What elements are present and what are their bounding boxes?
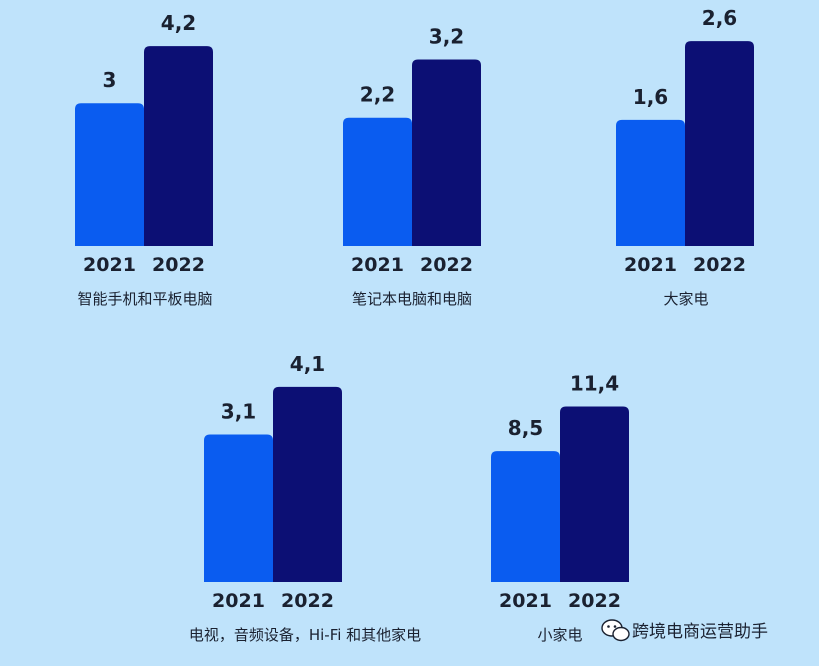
year-tick-label: 2022 (281, 590, 334, 612)
category-label: 智能手机和平板电脑 (77, 290, 212, 308)
bar-2022 (560, 406, 629, 582)
year-tick-label: 2021 (351, 254, 404, 276)
year-tick-label: 2022 (152, 254, 205, 276)
bar-2022 (273, 386, 342, 582)
chart-2: 2,2 2021 3,2 2022 笔记本电脑和电脑 (343, 24, 481, 308)
year-tick-label: 2021 (624, 254, 677, 276)
watermark: 跨境电商运营助手 (601, 619, 768, 642)
year-tick-label: 2021 (83, 254, 136, 276)
data-label: 3,2 (429, 24, 464, 48)
chart-4: 3,1 2021 4,1 2022 电视，音频设备，Hi-Fi 和其他家电 (189, 352, 421, 644)
data-label: 3 (103, 68, 117, 92)
data-label: 1,6 (633, 85, 668, 109)
data-label: 11,4 (570, 371, 619, 395)
bar-2022 (144, 46, 213, 246)
year-tick-label: 2022 (420, 254, 473, 276)
data-label: 8,5 (508, 416, 543, 440)
data-label: 2,2 (360, 83, 395, 107)
bar-2021 (343, 117, 412, 247)
chart-5: 8,5 2021 11,4 2022 小家电 (491, 371, 629, 644)
category-label: 大家电 (663, 290, 708, 308)
bar-2022 (412, 59, 481, 246)
category-label: 电视，音频设备，Hi-Fi 和其他家电 (189, 626, 421, 644)
chart-1: 3 2021 4,2 2022 智能手机和平板电脑 (75, 11, 213, 308)
year-tick-label: 2021 (212, 590, 265, 612)
data-label: 2,6 (702, 6, 737, 30)
year-tick-label: 2022 (568, 590, 621, 612)
year-tick-label: 2021 (499, 590, 552, 612)
bar-2021 (616, 119, 685, 246)
data-label: 3,1 (221, 399, 256, 423)
category-label: 笔记本电脑和电脑 (352, 290, 472, 308)
bar-2022 (685, 41, 754, 247)
wechat-icon (601, 619, 630, 642)
category-label: 小家电 (537, 626, 582, 644)
data-label: 4,2 (161, 11, 196, 35)
chart-3: 1,6 2021 2,6 2022 大家电 (616, 6, 754, 308)
bar-2021 (491, 451, 560, 582)
data-label: 4,1 (290, 352, 325, 376)
bar-2021 (75, 103, 144, 246)
watermark-text: 跨境电商运营助手 (632, 622, 768, 642)
year-tick-label: 2022 (693, 254, 746, 276)
bar-2021 (204, 434, 273, 582)
